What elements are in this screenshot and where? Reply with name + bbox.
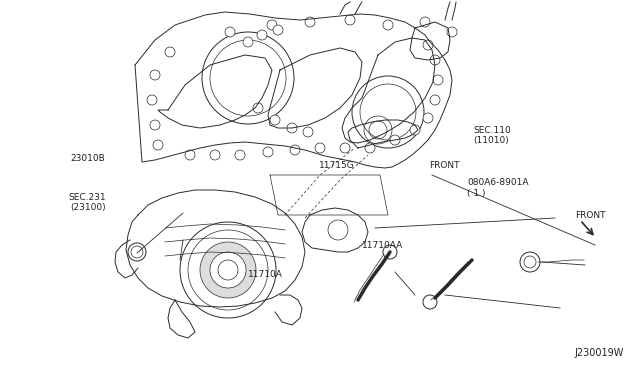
Text: 11710A: 11710A (248, 270, 283, 279)
Ellipse shape (235, 150, 245, 160)
Ellipse shape (365, 143, 375, 153)
Ellipse shape (147, 95, 157, 105)
Ellipse shape (430, 95, 440, 105)
Ellipse shape (273, 25, 283, 35)
Ellipse shape (345, 15, 355, 25)
Text: SEC.110
(11010): SEC.110 (11010) (474, 126, 511, 145)
Ellipse shape (383, 245, 397, 259)
Text: FRONT: FRONT (575, 211, 605, 219)
Ellipse shape (150, 70, 160, 80)
Ellipse shape (290, 145, 300, 155)
Ellipse shape (447, 27, 457, 37)
Ellipse shape (210, 252, 246, 288)
Ellipse shape (340, 143, 350, 153)
Text: SEC.231
(23100): SEC.231 (23100) (68, 193, 106, 212)
Ellipse shape (433, 75, 443, 85)
Ellipse shape (210, 150, 220, 160)
Ellipse shape (270, 115, 280, 125)
Ellipse shape (225, 27, 235, 37)
Ellipse shape (253, 103, 263, 113)
Ellipse shape (390, 135, 400, 145)
Ellipse shape (423, 295, 437, 309)
Ellipse shape (287, 123, 297, 133)
Ellipse shape (200, 242, 256, 298)
Ellipse shape (153, 140, 163, 150)
Ellipse shape (305, 17, 315, 27)
Ellipse shape (267, 20, 277, 30)
Ellipse shape (165, 47, 175, 57)
Ellipse shape (128, 243, 146, 261)
Text: 080A6-8901A
( 1 ): 080A6-8901A ( 1 ) (467, 178, 529, 198)
Ellipse shape (383, 20, 393, 30)
Ellipse shape (243, 37, 253, 47)
Text: 11710AA: 11710AA (362, 241, 403, 250)
Ellipse shape (423, 113, 433, 123)
Ellipse shape (150, 120, 160, 130)
Ellipse shape (257, 30, 267, 40)
Ellipse shape (185, 150, 195, 160)
Ellipse shape (420, 17, 430, 27)
Text: FRONT: FRONT (429, 161, 460, 170)
Ellipse shape (520, 252, 540, 272)
Text: 11715G: 11715G (319, 161, 355, 170)
Ellipse shape (303, 127, 313, 137)
Ellipse shape (315, 143, 325, 153)
Ellipse shape (263, 147, 273, 157)
Text: J230019W: J230019W (575, 348, 624, 358)
Ellipse shape (423, 40, 433, 50)
Text: 23010B: 23010B (71, 154, 106, 163)
Ellipse shape (410, 125, 420, 135)
Ellipse shape (430, 55, 440, 65)
